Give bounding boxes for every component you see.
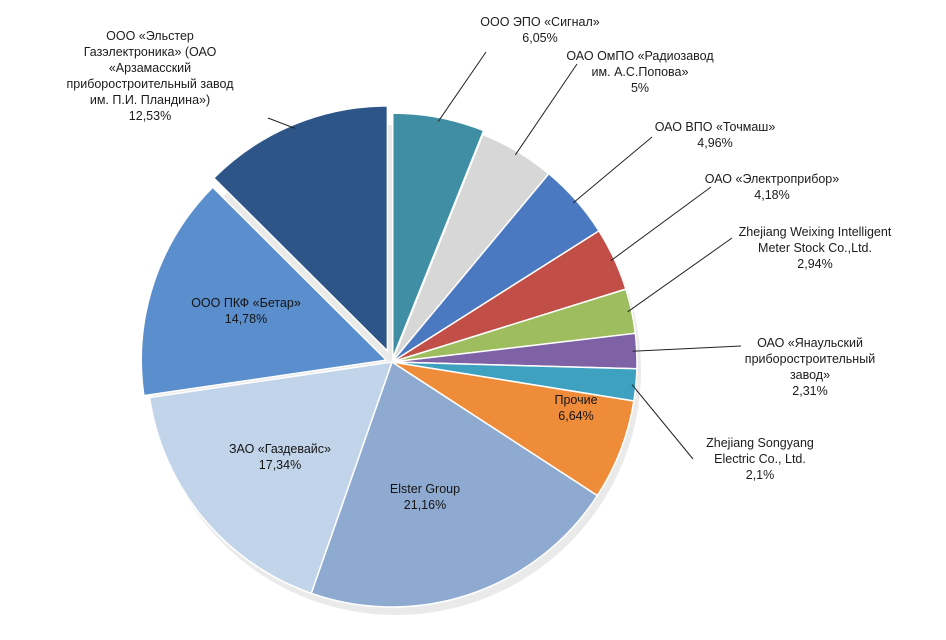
pie-label-weixing-line-1: Meter Stock Co.,Ltd. (758, 241, 872, 255)
pie-label-betar-line-0: ООО ПКФ «Бетар» (191, 296, 301, 310)
pie-label-yanaul-line-0: ОАО «Янаульский (757, 336, 863, 350)
leader-line-radiozavod (514, 63, 578, 156)
pie-label-songyang-line-1: Electric Co., Ltd. (714, 452, 806, 466)
pie-label-signal: ООО ЭПО «Сигнал» 6,05% (480, 15, 599, 45)
pie-slices (140, 105, 641, 615)
pie-label-gazdevais: ЗАО «Газдевайс» 17,34% (229, 442, 331, 472)
pie-label-yanaul: ОАО «Янаульский приборостроительный завод»… (745, 336, 875, 398)
pie-label-tochmash-line-1: 4,96% (697, 136, 732, 150)
pie-label-elektropribor: ОАО «Электроприбор» 4,18% (705, 172, 839, 202)
leader-line-songyang (631, 384, 694, 460)
pie-label-elektropribor-line-0: ОАО «Электроприбор» (705, 172, 839, 186)
pie-label-prochie-line-0: Прочие (554, 393, 597, 407)
pie-label-gazdevais-line-0: ЗАО «Газдевайс» (229, 442, 331, 456)
pie-slice-elster_gaz[interactable] (212, 105, 389, 353)
leader-line-yanaul (632, 345, 742, 352)
pie-label-songyang: Zhejiang Songyang Electric Co., Ltd. 2,1% (706, 436, 814, 482)
pie-label-radiozavod-line-0: ОАО ОмПО «Радиозавод (566, 49, 714, 63)
pie-label-weixing: Zhejiang Weixing Intelligent Meter Stock … (739, 225, 892, 271)
pie-label-elster_gaz-line-1: Газэлектроника» (ОАО (84, 45, 217, 59)
pie-label-elster-line-0: Elster Group (390, 482, 460, 496)
pie-label-radiozavod-line-2: 5% (631, 81, 649, 95)
pie-label-yanaul-line-1: приборостроительный (745, 352, 875, 366)
leader-line-elster_gaz (267, 117, 296, 129)
pie-label-elster_gaz-line-0: ООО «Эльстер (106, 29, 194, 43)
pie-label-elster-line-1: 21,16% (404, 498, 446, 512)
leader-line-elektropribor (610, 186, 712, 262)
pie-label-tochmash-line-0: ОАО ВПО «Точмаш» (655, 120, 776, 134)
leader-line-weixing (627, 237, 733, 313)
pie-label-elektropribor-line-1: 4,18% (754, 188, 789, 202)
pie-label-elster_gaz-line-5: 12,53% (129, 109, 171, 123)
pie-label-elster: Elster Group 21,16% (390, 482, 460, 512)
pie-label-signal-line-1: 6,05% (522, 31, 557, 45)
pie-label-songyang-line-0: Zhejiang Songyang (706, 436, 814, 450)
pie-slice-signal[interactable] (392, 112, 485, 359)
pie-label-gazdevais-line-1: 17,34% (259, 458, 301, 472)
pie-label-elster_gaz-line-2: «Арзамасский (109, 61, 191, 75)
pie-label-prochie-line-1: 6,64% (558, 409, 593, 423)
pie-label-betar-line-1: 14,78% (225, 312, 267, 326)
leader-line-tochmash (572, 136, 653, 204)
pie-label-prochie: Прочие 6,64% (554, 393, 597, 423)
pie-label-elster_gaz: ООО «Эльстер Газэлектроника» (ОАО «Арзамас… (66, 29, 234, 123)
pie-slice-betar[interactable] (140, 186, 388, 397)
pie-label-radiozavod: ОАО ОмПО «Радиозавод им. А.С.Попова» 5% (566, 49, 714, 95)
pie-label-betar: ООО ПКФ «Бетар» 14,78% (191, 296, 301, 326)
pie-label-elster_gaz-line-3: приборостроительный завод (66, 77, 234, 91)
pie-label-songyang-line-2: 2,1% (746, 468, 775, 482)
pie-label-radiozavod-line-1: им. А.С.Попова» (592, 65, 689, 79)
pie-label-weixing-line-0: Zhejiang Weixing Intelligent (739, 225, 892, 239)
pie-label-yanaul-line-2: завод» (790, 368, 830, 382)
pie-slice-elster[interactable] (310, 360, 599, 608)
pie-label-signal-line-0: ООО ЭПО «Сигнал» (480, 15, 599, 29)
leader-line-signal (437, 51, 487, 122)
pie-slice-gazdevais[interactable] (148, 361, 394, 595)
pie-labels: ООО ЭПО «Сигнал» 6,05% ОАО ОмПО «Радиозаво… (66, 15, 891, 512)
pie-label-yanaul-line-3: 2,31% (792, 384, 827, 398)
pie-label-weixing-line-2: 2,94% (797, 257, 832, 271)
pie-label-tochmash: ОАО ВПО «Точмаш» 4,96% (655, 120, 776, 150)
leader-lines (267, 51, 742, 460)
pie-label-elster_gaz-line-4: им. П.И. Пландина») (90, 93, 210, 107)
